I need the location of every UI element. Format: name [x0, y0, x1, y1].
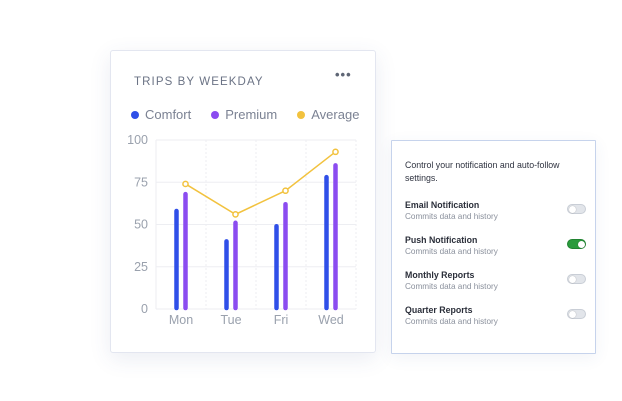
y-tick-label: 75 [134, 175, 148, 189]
y-tick-label: 50 [134, 218, 148, 232]
toggle-knob [569, 310, 576, 318]
toggle-knob [578, 240, 585, 248]
line-point-average [332, 148, 339, 156]
x-tick-label: Tue [220, 313, 241, 327]
line-point-average [282, 187, 289, 195]
setting-subtitle: Commits data and history [405, 282, 498, 291]
setting-title: Monthly Reports [405, 270, 475, 280]
setting-title: Email Notification [405, 200, 480, 210]
setting-subtitle: Commits data and history [405, 247, 498, 256]
quarter-reports-toggle[interactable] [567, 309, 586, 319]
setting-subtitle: Commits data and history [405, 212, 498, 221]
legend-dot-premium [211, 110, 220, 119]
card-title: TRIPS BY WEEKDAY [134, 76, 264, 88]
email-notification-toggle[interactable] [567, 204, 586, 214]
legend-item-premium[interactable]: Premium [211, 107, 277, 122]
notification-settings-panel: Control your notification and auto-follo… [391, 140, 596, 354]
setting-push-notification: Push Notification Commits data and histo… [405, 235, 586, 261]
legend-item-average[interactable]: Average [297, 107, 359, 122]
line-point-average [232, 211, 239, 218]
legend-dot-comfort [131, 110, 139, 119]
legend-item-comfort[interactable]: Comfort [131, 107, 191, 122]
setting-quarter-reports: Quarter Reports Commits data and history [405, 305, 586, 331]
trips-card: TRIPS BY WEEKDAY ••• Comfort Premium Ave… [110, 50, 376, 353]
x-tick-label: Fri [274, 313, 289, 327]
monthly-reports-toggle[interactable] [567, 274, 586, 284]
legend-label: Comfort [145, 107, 192, 122]
x-tick-label: Mon [169, 313, 193, 327]
legend-dot-average [297, 110, 306, 119]
panel-description: Control your notification and auto-follo… [405, 160, 560, 183]
y-tick-label: 100 [127, 133, 148, 147]
setting-monthly-reports: Monthly Reports Commits data and history [405, 270, 586, 296]
y-tick-label: 0 [141, 302, 148, 316]
trips-chart: 100 75 50 25 0 Mon Tue Fri Wed [127, 133, 357, 327]
setting-title: Quarter Reports [405, 305, 473, 315]
x-tick-label: Wed [318, 313, 344, 327]
line-point-average [182, 180, 189, 188]
line-average [185, 151, 336, 216]
y-tick-label: 25 [134, 260, 148, 274]
chart-legend: Comfort Premium Average [131, 107, 379, 122]
push-notification-toggle[interactable] [567, 239, 586, 249]
setting-email-notification: Email Notification Commits data and hist… [405, 200, 586, 226]
toggle-knob [569, 205, 576, 213]
setting-subtitle: Commits data and history [405, 317, 498, 326]
legend-label: Premium [225, 107, 278, 122]
toggle-knob [569, 275, 576, 283]
legend-label: Average [311, 107, 360, 122]
more-options-icon[interactable]: ••• [335, 67, 352, 82]
setting-title: Push Notification [405, 235, 478, 245]
